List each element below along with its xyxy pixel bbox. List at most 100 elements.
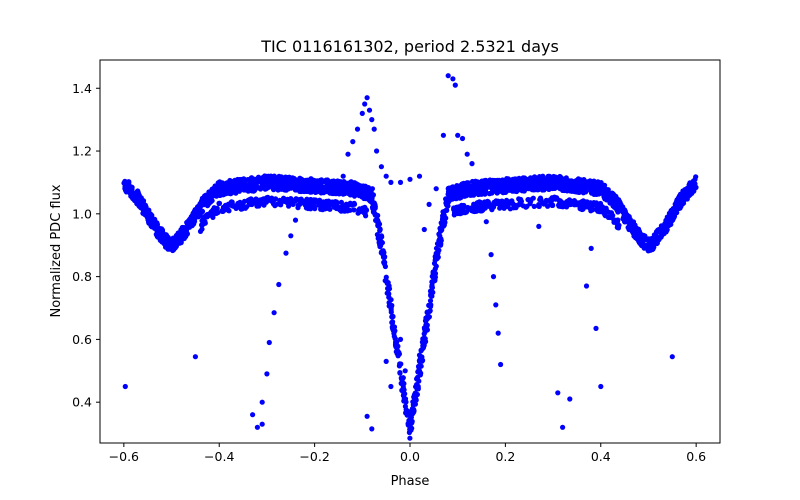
data-point xyxy=(412,390,418,396)
data-point xyxy=(405,411,411,417)
data-point xyxy=(567,396,573,402)
data-point xyxy=(440,209,446,215)
data-point xyxy=(415,374,421,380)
data-point xyxy=(191,212,197,219)
data-point xyxy=(415,385,421,391)
data-point xyxy=(246,197,252,203)
data-point xyxy=(440,132,446,138)
data-point xyxy=(342,207,348,214)
data-point xyxy=(261,176,267,182)
data-point xyxy=(490,274,497,280)
data-point xyxy=(432,254,438,260)
data-point xyxy=(438,241,444,247)
data-point xyxy=(464,151,470,157)
data-point xyxy=(397,336,404,342)
data-point xyxy=(418,363,424,369)
data-point xyxy=(576,200,582,206)
data-point xyxy=(673,201,679,207)
data-point xyxy=(478,204,485,211)
data-point xyxy=(223,205,229,211)
data-point xyxy=(359,110,365,116)
x-tick-label: −0.4 xyxy=(204,449,234,464)
data-point xyxy=(481,180,487,186)
data-point xyxy=(455,132,461,138)
data-point xyxy=(311,185,317,191)
data-point xyxy=(317,197,323,203)
data-point xyxy=(582,189,588,195)
data-point xyxy=(497,201,503,207)
data-point xyxy=(135,188,141,194)
data-point xyxy=(389,302,395,309)
data-point xyxy=(669,208,676,215)
data-point xyxy=(660,230,666,236)
data-point xyxy=(653,231,659,237)
data-point xyxy=(621,211,628,217)
data-point xyxy=(538,197,544,203)
data-point xyxy=(689,188,695,195)
data-point xyxy=(138,205,144,211)
data-point xyxy=(418,348,424,354)
data-point xyxy=(364,413,370,419)
data-point xyxy=(503,177,509,183)
data-point xyxy=(251,187,257,194)
data-point xyxy=(325,183,331,189)
data-point xyxy=(441,222,447,228)
data-point xyxy=(383,358,389,364)
data-point xyxy=(235,200,241,206)
data-point xyxy=(240,179,246,185)
y-tick-label: 1.4 xyxy=(72,81,92,96)
data-point xyxy=(528,197,534,203)
data-point xyxy=(364,95,370,101)
data-point xyxy=(362,209,368,215)
data-point xyxy=(159,226,165,232)
data-point xyxy=(181,224,187,231)
data-point xyxy=(230,203,237,209)
data-point xyxy=(407,435,413,441)
chart-title: TIC 0116161302, period 2.5321 days xyxy=(260,37,559,56)
data-point xyxy=(380,254,387,260)
data-point xyxy=(596,188,602,194)
data-points xyxy=(121,73,699,441)
data-point xyxy=(572,189,578,195)
data-point xyxy=(283,250,289,256)
data-point xyxy=(588,245,594,251)
data-point xyxy=(613,217,619,223)
data-point xyxy=(223,189,229,195)
data-point xyxy=(423,315,429,321)
data-point xyxy=(271,310,277,316)
data-point xyxy=(487,181,493,187)
data-point xyxy=(166,239,172,245)
data-point xyxy=(362,101,368,107)
data-point xyxy=(163,232,170,238)
data-point xyxy=(458,191,464,197)
data-point xyxy=(407,176,413,182)
x-tick-label: 0.6 xyxy=(686,449,706,464)
data-point xyxy=(557,173,563,180)
data-point xyxy=(448,190,454,196)
data-point xyxy=(154,233,160,239)
data-point xyxy=(653,236,659,243)
data-point xyxy=(614,195,620,202)
data-point xyxy=(329,178,335,184)
data-point xyxy=(266,339,272,346)
data-point xyxy=(490,178,496,184)
data-point xyxy=(304,188,310,194)
data-point xyxy=(138,199,144,205)
data-point xyxy=(121,180,127,186)
data-point xyxy=(360,205,366,211)
data-point xyxy=(550,202,556,208)
data-point xyxy=(215,191,222,197)
data-point xyxy=(483,219,489,225)
x-tick-label: −0.2 xyxy=(299,449,329,464)
data-point xyxy=(402,368,408,374)
data-point xyxy=(377,244,383,250)
data-point xyxy=(327,190,333,196)
data-point xyxy=(607,192,613,198)
data-point xyxy=(290,201,296,207)
data-point xyxy=(366,107,373,113)
data-point xyxy=(555,390,561,396)
data-point xyxy=(355,210,361,216)
data-point xyxy=(583,283,590,289)
data-point xyxy=(600,185,606,191)
data-point xyxy=(379,234,385,240)
